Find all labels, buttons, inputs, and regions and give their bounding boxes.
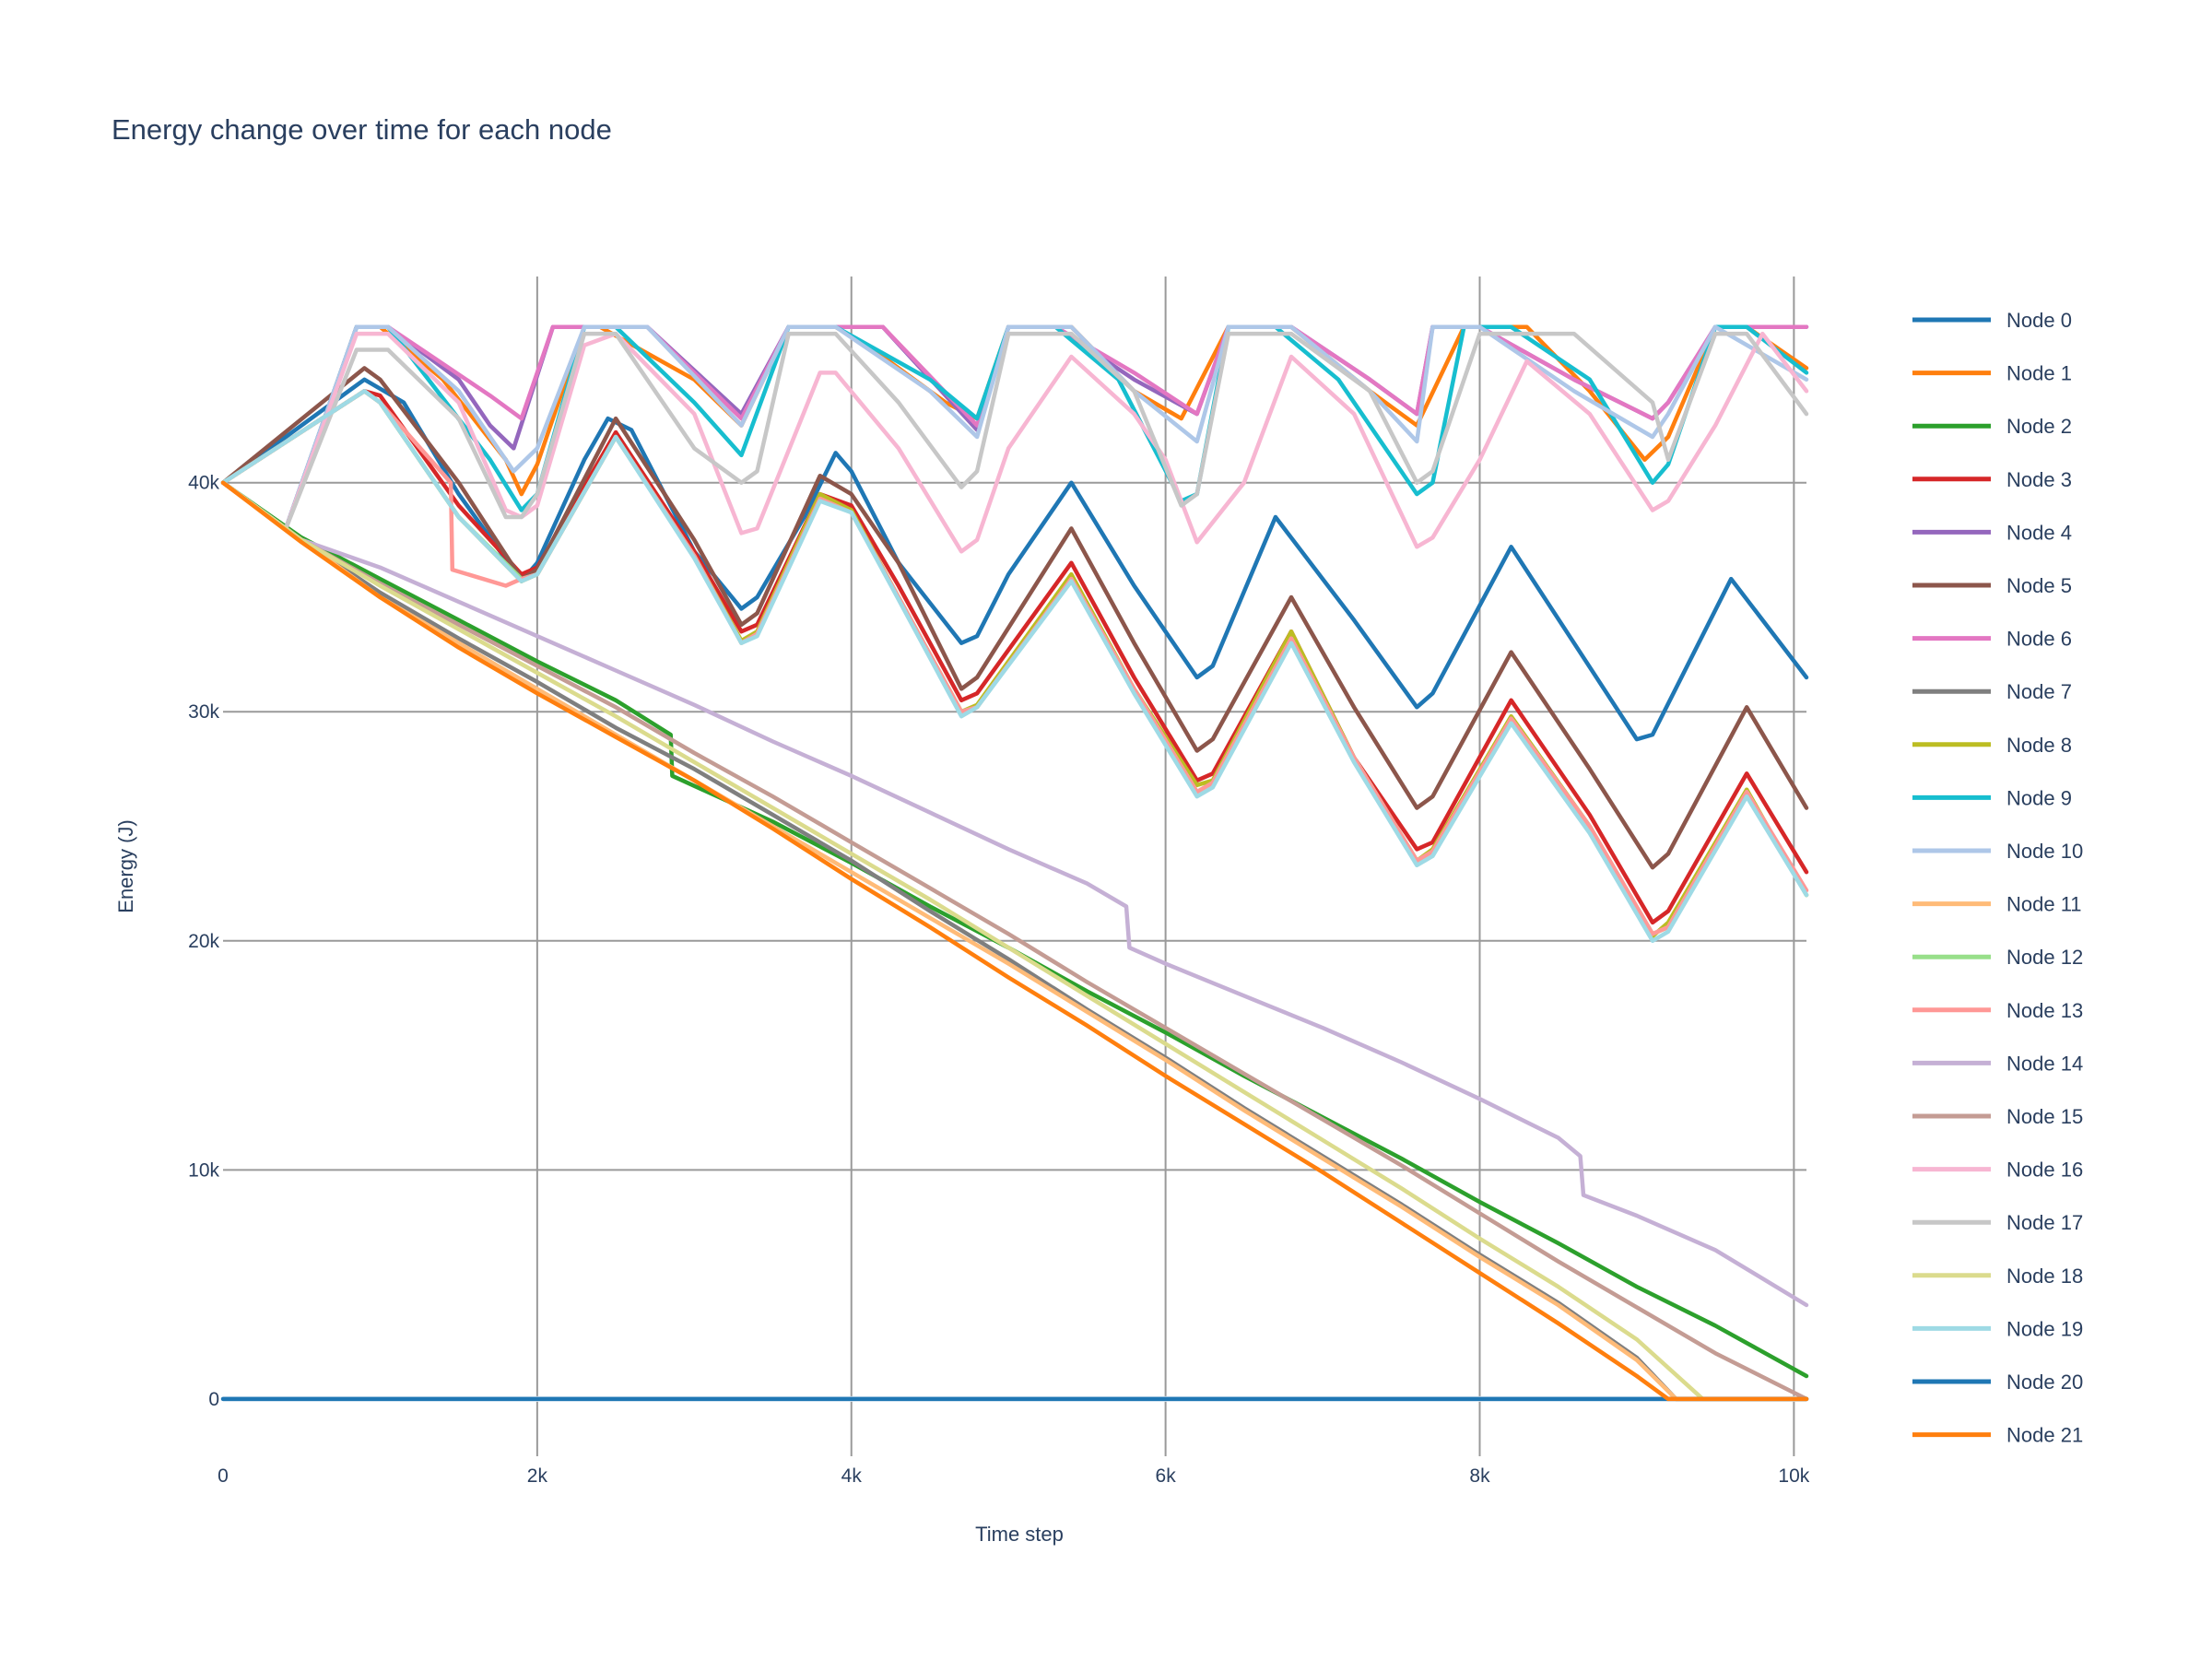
series-line-node-2 bbox=[220, 480, 1809, 1379]
x-tick-label: 6k bbox=[1156, 1465, 1177, 1487]
x-axis-title: Time step bbox=[975, 1523, 1064, 1546]
legend-label-node-10: Node 10 bbox=[2006, 840, 2083, 863]
legend-label-node-9: Node 9 bbox=[2006, 786, 2072, 809]
series-line-node-15 bbox=[220, 480, 1809, 1402]
series-line-node-10 bbox=[220, 324, 1809, 531]
legend-label-node-4: Node 4 bbox=[2006, 521, 2072, 544]
legend-label-node-17: Node 17 bbox=[2006, 1211, 2083, 1234]
x-tick-label: 2k bbox=[527, 1465, 548, 1487]
series-line-node-0 bbox=[220, 377, 1809, 742]
legend-label-node-19: Node 19 bbox=[2006, 1317, 2083, 1340]
legend: Node 0 Node 1 Node 2 Node 3 Node 4 Node 5 Node… bbox=[1912, 309, 2083, 1447]
x-tick-label: 8k bbox=[1469, 1465, 1490, 1487]
x-tick-label: 10k bbox=[1778, 1465, 1809, 1487]
series-line-node-11 bbox=[220, 480, 1809, 1402]
legend-label-node-13: Node 13 bbox=[2006, 999, 2083, 1022]
series-line-node-17 bbox=[220, 331, 1809, 531]
legend-label-node-7: Node 7 bbox=[2006, 680, 2072, 703]
x-tick-label: 0 bbox=[218, 1465, 229, 1487]
legend-label-node-0: Node 0 bbox=[2006, 309, 2072, 332]
series-line-node-3 bbox=[220, 389, 1809, 925]
y-axis: 0 10k 20k 30k 40k bbox=[188, 473, 219, 1410]
series-line-node-5 bbox=[220, 366, 1809, 870]
chart-title: Energy change over time for each node bbox=[112, 113, 612, 146]
legend-label-node-11: Node 11 bbox=[2006, 893, 2082, 916]
legend-label-node-1: Node 1 bbox=[2006, 362, 2072, 385]
series-line-node-13 bbox=[220, 389, 1809, 936]
series-line-node-19 bbox=[220, 389, 1809, 944]
series-line-node-14 bbox=[220, 480, 1809, 1308]
x-axis: 0 2k 4k 6k 8k 10k bbox=[218, 1465, 1810, 1487]
y-tick-label: 10k bbox=[188, 1159, 219, 1181]
y-axis-title: Energy (J) bbox=[114, 819, 137, 912]
y-tick-label: 20k bbox=[188, 931, 219, 952]
series-line-node-18 bbox=[220, 480, 1809, 1402]
legend-label-node-14: Node 14 bbox=[2006, 1052, 2083, 1075]
legend-label-node-21: Node 21 bbox=[2006, 1424, 2083, 1447]
legend-label-node-18: Node 18 bbox=[2006, 1265, 2083, 1288]
x-tick-label: 4k bbox=[841, 1465, 863, 1487]
legend-label-node-3: Node 3 bbox=[2006, 468, 2072, 491]
legend-label-node-8: Node 8 bbox=[2006, 734, 2072, 757]
legend-label-node-2: Node 2 bbox=[2006, 415, 2072, 438]
y-tick-label: 0 bbox=[208, 1389, 219, 1410]
series-line-node-21 bbox=[220, 480, 1809, 1402]
y-tick-label: 40k bbox=[188, 473, 219, 494]
y-tick-label: 30k bbox=[188, 701, 219, 723]
plot-area bbox=[220, 324, 1809, 1402]
legend-label-node-15: Node 15 bbox=[2006, 1105, 2083, 1128]
legend-label-node-20: Node 20 bbox=[2006, 1371, 2083, 1394]
legend-label-node-6: Node 6 bbox=[2006, 628, 2072, 651]
legend-label-node-5: Node 5 bbox=[2006, 574, 2072, 597]
legend-label-node-12: Node 12 bbox=[2006, 946, 2083, 969]
series-line-node-8 bbox=[220, 389, 1809, 939]
grid bbox=[223, 276, 1806, 1456]
legend-label-node-16: Node 16 bbox=[2006, 1159, 2083, 1182]
